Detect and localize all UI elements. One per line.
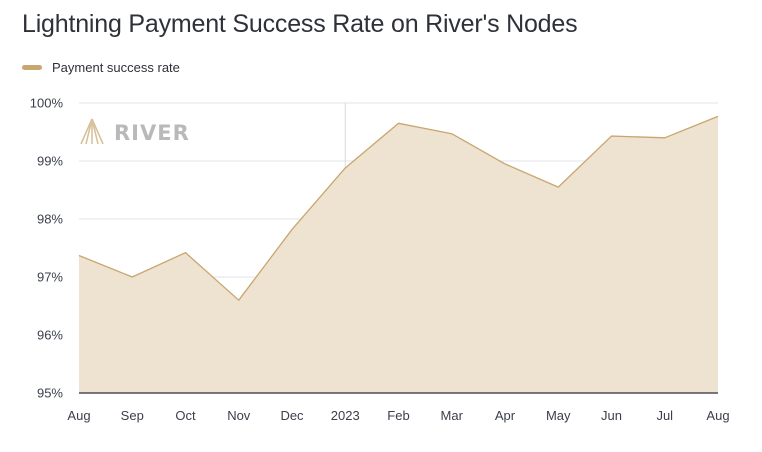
x-tick-label-9: May — [546, 408, 571, 423]
data-point-9 — [556, 185, 560, 189]
x-tick-label-8: Apr — [495, 408, 516, 423]
y-tick-label-2: 97% — [37, 270, 63, 285]
x-tick-label-7: Mar — [441, 408, 464, 423]
y-tick-label-1: 96% — [37, 328, 63, 343]
data-point-3 — [237, 298, 241, 302]
data-point-1 — [130, 275, 134, 279]
data-point-12 — [716, 114, 720, 118]
series-area — [79, 116, 718, 393]
legend-label: Payment success rate — [52, 60, 180, 75]
y-tick-label-5: 100% — [30, 96, 64, 111]
legend: Payment success rate — [22, 60, 180, 75]
data-point-7 — [450, 132, 454, 136]
x-tick-label-3: Nov — [227, 408, 251, 423]
x-tick-label-4: Dec — [280, 408, 304, 423]
y-axis-labels: 95% 96% 97% 98% 99% 100% — [30, 96, 64, 401]
river-logo-text: RIVER — [114, 121, 190, 145]
data-point-2 — [184, 251, 188, 255]
data-point-0 — [77, 254, 81, 258]
x-tick-label-6: Feb — [387, 408, 409, 423]
y-tick-label-0: 95% — [37, 386, 63, 401]
x-axis-labels: Aug Sep Oct Nov Dec 2023 Feb Mar Apr May Jun Jul Aug — [67, 408, 729, 423]
data-point-4 — [290, 227, 294, 231]
data-point-6 — [397, 121, 401, 125]
x-tick-label-0: Aug — [67, 408, 90, 423]
data-point-8 — [503, 162, 507, 166]
y-tick-label-4: 99% — [37, 154, 63, 169]
data-point-5 — [343, 166, 347, 170]
chart-title: Lightning Payment Success Rate on River'… — [22, 10, 578, 38]
x-tick-label-12: Aug — [706, 408, 729, 423]
x-tick-label-1: Sep — [121, 408, 144, 423]
series-line — [78, 115, 719, 301]
x-tick-label-2: Oct — [175, 408, 196, 423]
data-point-11 — [663, 136, 667, 140]
river-logo: RIVER — [80, 118, 190, 145]
x-tick-label-10: Jun — [601, 408, 622, 423]
legend-swatch — [22, 65, 42, 70]
data-point-10 — [610, 134, 614, 138]
x-tick-label-11: Jul — [656, 408, 673, 423]
x-tick-label-5: 2023 — [331, 408, 360, 423]
y-tick-label-3: 98% — [37, 212, 63, 227]
river-logo-icon — [80, 118, 104, 145]
